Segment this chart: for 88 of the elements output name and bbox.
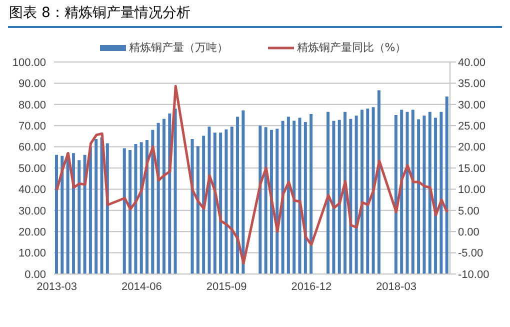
bar bbox=[332, 120, 336, 274]
chart-title: 图表 8：精炼铜产量情况分析 bbox=[9, 4, 190, 22]
bar bbox=[354, 116, 358, 274]
legend-label: 精炼铜产量（万吨） bbox=[128, 40, 228, 55]
bar bbox=[411, 110, 414, 274]
y2-tick-label: 20.00 bbox=[458, 142, 486, 154]
legend-label: 精炼铜产量同比（%） bbox=[296, 40, 406, 55]
bar bbox=[434, 118, 438, 274]
y2-tick-label: 25.00 bbox=[458, 120, 486, 133]
y-tick-label: 80.00 bbox=[18, 99, 46, 112]
bar bbox=[66, 153, 70, 274]
bar bbox=[202, 136, 206, 274]
bar bbox=[304, 122, 307, 274]
bar bbox=[190, 138, 194, 274]
bar bbox=[292, 120, 296, 274]
bar bbox=[230, 126, 234, 274]
x-tick-label: 2015-09 bbox=[206, 280, 247, 293]
bar bbox=[366, 108, 370, 274]
bar bbox=[417, 119, 420, 274]
bar bbox=[298, 118, 302, 274]
y-tick-label: 10.00 bbox=[18, 248, 46, 260]
bar bbox=[428, 112, 432, 274]
y-tick-label: 30.00 bbox=[18, 205, 46, 218]
bar bbox=[94, 138, 98, 274]
bar bbox=[349, 118, 352, 274]
bar bbox=[134, 144, 138, 274]
y-tick-label: 70.00 bbox=[18, 120, 46, 133]
bar bbox=[174, 108, 177, 274]
bar bbox=[360, 110, 364, 274]
y-tick-label: 60.00 bbox=[18, 142, 46, 154]
y2-tick-label: 30.00 bbox=[458, 99, 486, 112]
bar bbox=[213, 132, 216, 274]
bar bbox=[151, 130, 154, 274]
bar bbox=[72, 153, 75, 274]
bar bbox=[242, 110, 245, 274]
bar bbox=[55, 154, 58, 274]
bar bbox=[270, 130, 273, 274]
bar bbox=[372, 107, 375, 274]
bar bbox=[400, 110, 404, 274]
bar bbox=[100, 137, 104, 274]
bar bbox=[258, 126, 262, 274]
y-tick-label: 20.00 bbox=[18, 226, 46, 239]
bar bbox=[156, 122, 160, 274]
bar bbox=[122, 148, 126, 274]
bar bbox=[406, 112, 409, 274]
y2-tick-label: 10.00 bbox=[458, 184, 486, 196]
y2-tick-label: 5.00 bbox=[458, 205, 480, 218]
bar bbox=[208, 126, 211, 274]
bar bbox=[326, 112, 330, 274]
bar bbox=[394, 115, 398, 274]
bar bbox=[128, 150, 132, 274]
x-tick-label: 2013-03 bbox=[36, 280, 78, 293]
bar bbox=[196, 146, 200, 274]
y-tick-label: 100.00 bbox=[12, 56, 46, 69]
y-tick-label: 90.00 bbox=[18, 78, 46, 90]
bar bbox=[344, 112, 347, 274]
x-tick-label: 2018-03 bbox=[376, 280, 416, 293]
y2-tick-label: -10.00 bbox=[458, 268, 490, 281]
bar bbox=[78, 160, 81, 274]
y-tick-label: 40.00 bbox=[18, 184, 46, 196]
bar bbox=[224, 129, 228, 274]
bar bbox=[276, 128, 279, 274]
bar bbox=[146, 140, 149, 274]
bar bbox=[60, 156, 64, 274]
y2-tick-label: 0.00 bbox=[458, 226, 480, 239]
bar bbox=[286, 116, 290, 274]
bar bbox=[338, 120, 341, 274]
bar bbox=[88, 146, 92, 274]
bar bbox=[83, 154, 86, 274]
bar bbox=[162, 118, 166, 274]
bar bbox=[264, 127, 268, 274]
y-tick-label: 50.00 bbox=[18, 162, 46, 175]
y2-tick-label: -5.00 bbox=[458, 248, 484, 260]
bar bbox=[445, 96, 448, 274]
bar bbox=[310, 114, 313, 274]
y2-tick-label: 35.00 bbox=[458, 78, 486, 90]
bar bbox=[377, 90, 380, 274]
y-tick-label: 0.00 bbox=[24, 268, 46, 281]
bar bbox=[140, 142, 143, 274]
x-tick-label: 2014-06 bbox=[122, 280, 162, 293]
y2-tick-label: 15.00 bbox=[458, 162, 486, 175]
bar bbox=[281, 120, 284, 274]
y2-tick-label: 40.00 bbox=[458, 56, 486, 69]
x-tick-label: 2016-12 bbox=[291, 280, 332, 293]
bar bbox=[440, 112, 443, 274]
bar bbox=[219, 132, 222, 274]
bar bbox=[422, 116, 426, 274]
bar bbox=[236, 116, 240, 274]
